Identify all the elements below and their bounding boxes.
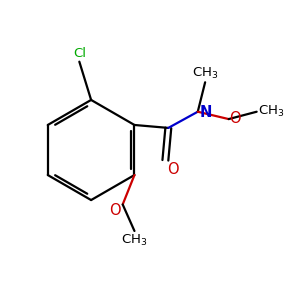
Text: CH$_3$: CH$_3$ xyxy=(258,104,285,119)
Text: CH$_3$: CH$_3$ xyxy=(121,232,148,247)
Text: N: N xyxy=(199,105,212,120)
Text: Cl: Cl xyxy=(73,47,86,60)
Text: CH$_3$: CH$_3$ xyxy=(192,66,218,81)
Text: O: O xyxy=(230,111,241,126)
Text: O: O xyxy=(110,203,121,218)
Text: O: O xyxy=(167,162,178,177)
